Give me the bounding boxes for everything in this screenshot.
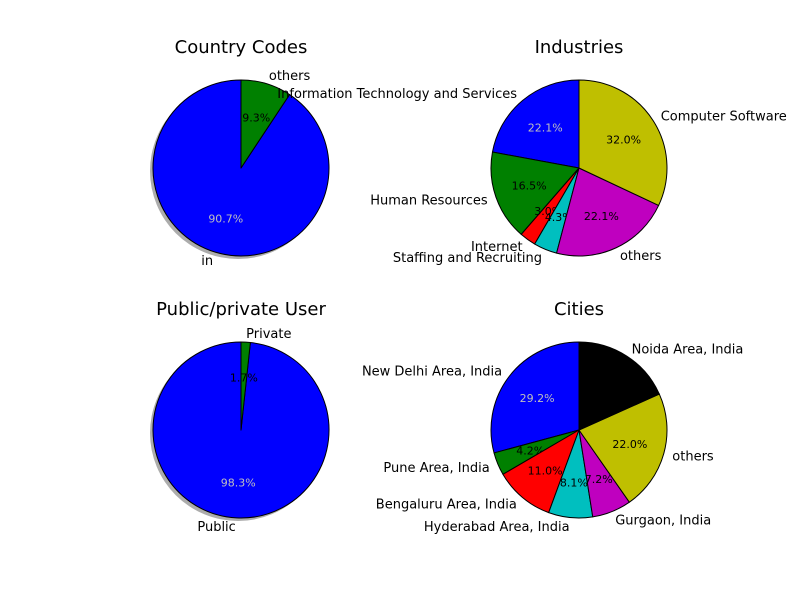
slice-label-computer-software: Computer Software [661,110,787,125]
pie-country-codes: Country Codes in 90.7% others 9.3% [150,37,330,269]
slice-label-others: others [269,69,311,84]
pie-slice-others [240,79,291,169]
chart-title: Cities [554,299,604,320]
slice-percent-others: 9.3% [242,111,270,124]
slice-percent-computer-software: 32.0% [606,134,641,147]
slice-percent-information-technology-and-services: 22.1% [528,121,563,134]
slice-label-others: others [672,449,714,464]
slice-percent-human-resources: 16.5% [512,179,547,192]
slice-percent-others: 22.0% [612,438,647,451]
pie-cities: Cities New Delhi Area, India 29.2% Pune Ar… [362,299,743,535]
slice-label-information-technology-and-services: Information Technology and Services [277,87,517,102]
slice-label-bengaluru-area-india: Bengaluru Area, India [376,498,517,513]
pie-public-private-user: Public/private User Public 98.3% Private 1.… [150,299,330,535]
slice-label-noida-area-india: Noida Area, India [632,342,744,357]
slice-percent-bengaluru-area-india: 11.0% [528,464,563,477]
pie-slice-computer-software [578,79,668,206]
chart-title: Country Codes [175,37,308,58]
pie-slice-human-resources [490,151,580,235]
slice-label-staffing-and-recruiting: Staffing and Recruiting [393,251,542,266]
slice-label-others: others [620,249,662,264]
pie-slice-others [556,167,660,257]
slice-percent-hyderabad-area-india: 8.1% [560,477,588,490]
slice-percent-private: 1.7% [230,371,258,384]
slice-label-in: in [201,254,213,269]
slice-percent-public: 98.3% [221,477,256,490]
slice-label-human-resources: Human Resources [370,193,488,208]
slice-label-internet: Internet [471,240,523,255]
slice-label-public: Public [197,520,235,535]
slice-label-gurgaon-india: Gurgaon, India [615,513,711,528]
slice-label-pune-area-india: Pune Area, India [383,461,489,476]
pie-slice-information-technology-and-services [491,79,580,169]
chart-title: Public/private User [156,299,326,320]
slice-percent-gurgaon-india: 7.2% [585,473,613,486]
slice-percent-new-delhi-area-india: 29.2% [520,392,555,405]
chart-title: Industries [535,37,624,58]
pie-slice-others [578,393,668,503]
slice-percent-others: 22.1% [584,210,619,223]
pie-slice-new-delhi-area-india [490,341,580,454]
slice-percent-in: 90.7% [208,213,243,226]
slice-label-new-delhi-area-india: New Delhi Area, India [362,365,502,380]
slice-label-hyderabad-area-india: Hyderabad Area, India [424,520,570,535]
pie-industries: Industries Information Technology and Se… [277,37,786,266]
pie-slice-noida-area-india [578,341,660,431]
pie-slice-private [240,341,251,431]
slice-label-private: Private [246,327,291,342]
